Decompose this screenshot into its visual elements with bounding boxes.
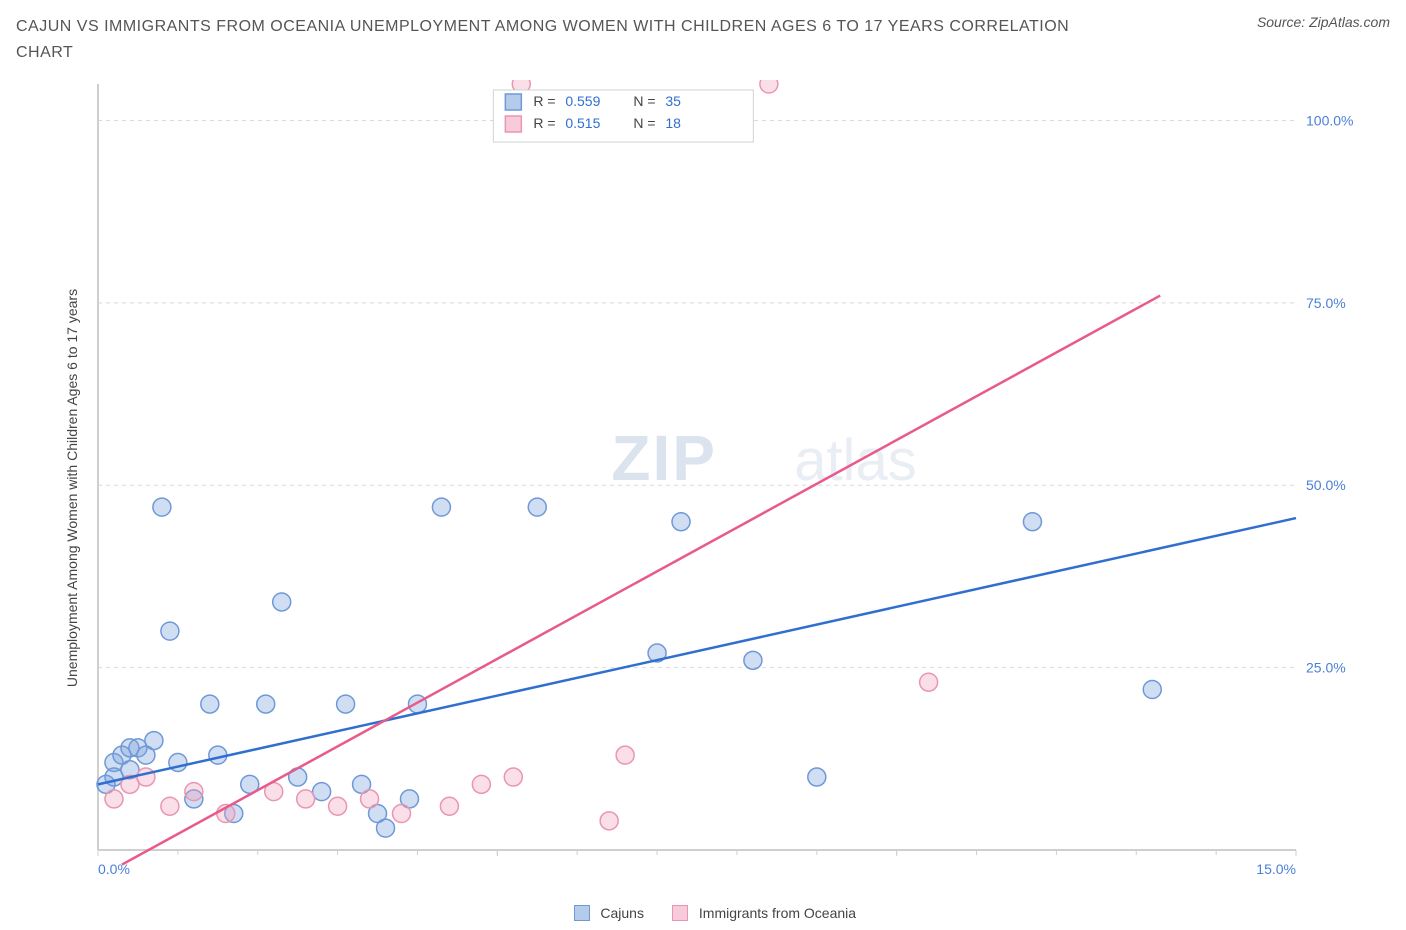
chart-area: Unemployment Among Women with Children A… [50, 80, 1366, 880]
data-point [273, 593, 291, 611]
y-tick-label: 100.0% [1306, 112, 1353, 128]
data-point [392, 805, 410, 823]
data-point [504, 768, 522, 786]
data-point [920, 673, 938, 691]
data-point [432, 498, 450, 516]
data-point [105, 790, 123, 808]
x-tick-label: 15.0% [1256, 861, 1296, 877]
data-point [672, 513, 690, 531]
y-tick-label: 25.0% [1306, 660, 1346, 676]
data-point [185, 783, 203, 801]
data-point [161, 797, 179, 815]
data-point [808, 768, 826, 786]
data-point [440, 797, 458, 815]
data-point [161, 622, 179, 640]
legend-swatch-pink [672, 905, 688, 921]
legend-swatch [505, 94, 521, 110]
legend-n-value: 18 [665, 115, 681, 131]
legend-label: Immigrants from Oceania [699, 905, 856, 921]
data-point [201, 695, 219, 713]
legend-r-label: R = [533, 115, 555, 131]
data-point [297, 790, 315, 808]
legend-n-label: N = [633, 93, 655, 109]
data-point [137, 768, 155, 786]
data-point [1023, 513, 1041, 531]
data-point [153, 498, 171, 516]
data-point [329, 797, 347, 815]
chart-title: CAJUN VS IMMIGRANTS FROM OCEANIA UNEMPLO… [16, 14, 1116, 65]
legend-n-value: 35 [665, 93, 681, 109]
watermark: ZIP [611, 422, 717, 494]
data-point [377, 819, 395, 837]
legend-r-value: 0.515 [565, 115, 600, 131]
legend-label: Cajuns [600, 905, 644, 921]
data-point [1143, 681, 1161, 699]
trend-line [98, 518, 1296, 784]
trend-line [122, 296, 1160, 865]
y-tick-label: 75.0% [1306, 295, 1346, 311]
scatter-plot-svg: 25.0%50.0%75.0%100.0%ZIPatlas0.0%15.0%R … [90, 80, 1366, 880]
source-attribution: Source: ZipAtlas.com [1257, 14, 1390, 30]
data-point [760, 80, 778, 93]
data-point [361, 790, 379, 808]
plot: 25.0%50.0%75.0%100.0%ZIPatlas0.0%15.0%R … [90, 80, 1366, 880]
legend-box [493, 90, 753, 142]
y-tick-label: 50.0% [1306, 477, 1346, 493]
legend-r-value: 0.559 [565, 93, 600, 109]
bottom-legend: Cajuns Immigrants from Oceania [0, 904, 1406, 922]
data-point [616, 746, 634, 764]
data-point [472, 775, 490, 793]
legend-r-label: R = [533, 93, 555, 109]
data-point [145, 732, 163, 750]
header: CAJUN VS IMMIGRANTS FROM OCEANIA UNEMPLO… [16, 14, 1390, 65]
data-point [337, 695, 355, 713]
legend-n-label: N = [633, 115, 655, 131]
y-axis-label: Unemployment Among Women with Children A… [64, 289, 80, 687]
data-point [257, 695, 275, 713]
data-point [744, 651, 762, 669]
legend-swatch-blue [574, 905, 590, 921]
legend-swatch [505, 116, 521, 132]
data-point [528, 498, 546, 516]
data-point [600, 812, 618, 830]
